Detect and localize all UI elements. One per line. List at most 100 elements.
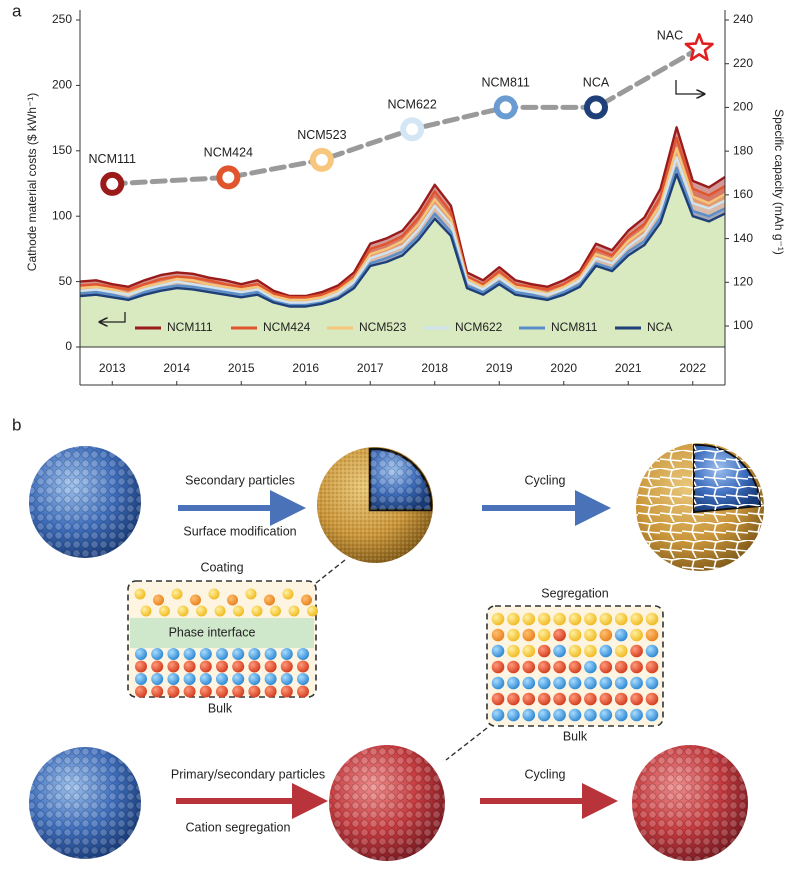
atom — [245, 588, 257, 600]
atom — [507, 676, 520, 690]
atom — [199, 660, 212, 673]
x-tick-label: 2021 — [615, 361, 642, 375]
step-label: Cycling — [525, 767, 566, 781]
atom — [214, 605, 226, 617]
atom — [183, 648, 196, 660]
atom — [507, 708, 520, 722]
atom — [264, 660, 277, 673]
y-tick-label: 0 — [65, 339, 72, 353]
atom — [568, 660, 582, 674]
x-tick-label: 2019 — [486, 361, 513, 375]
atom — [297, 685, 309, 698]
x-tick-label: 2018 — [421, 361, 448, 375]
atom — [645, 660, 659, 674]
y2-tick-label: 140 — [733, 231, 753, 245]
atom — [599, 612, 613, 626]
atom — [196, 605, 207, 617]
atom — [227, 594, 238, 606]
line — [79, 166, 726, 307]
box-label: Segregation — [541, 586, 608, 600]
sphere-texture — [329, 745, 445, 861]
atom — [232, 660, 245, 673]
marker-label: NCM811 — [481, 76, 529, 90]
atom — [537, 692, 551, 706]
atom — [522, 676, 536, 690]
atom — [135, 673, 147, 685]
y-tick-label: 250 — [52, 12, 72, 26]
atom — [568, 644, 582, 658]
y2-tick-label: 200 — [733, 100, 753, 114]
y2-tick-label: 120 — [733, 274, 753, 288]
atom — [522, 644, 536, 658]
atom — [584, 660, 597, 674]
atom — [282, 588, 294, 600]
atom — [537, 708, 551, 722]
atom — [183, 685, 196, 698]
atom — [167, 685, 180, 698]
atom — [537, 612, 551, 626]
atom — [270, 605, 281, 617]
x-tick-label: 2015 — [228, 361, 255, 375]
box-label: Bulk — [563, 729, 588, 743]
y2-tick-label: 160 — [733, 187, 753, 201]
capacity-marker — [400, 117, 425, 142]
legend-label: NCM523 — [359, 320, 407, 334]
y2-tick-label: 220 — [733, 56, 753, 70]
atom — [630, 644, 643, 658]
atom — [307, 605, 318, 617]
atom — [614, 708, 628, 722]
atom — [568, 628, 582, 642]
atom — [599, 676, 613, 690]
x-tick-label: 2020 — [550, 361, 577, 375]
atom — [553, 676, 566, 690]
atom — [167, 660, 180, 673]
y-axis-title: Cathode material costs ($ kWh⁻¹) — [25, 93, 39, 271]
atom — [568, 692, 582, 706]
atom — [297, 660, 309, 673]
atom — [140, 605, 152, 617]
legend-label: NCA — [647, 320, 672, 334]
cutaway-cracks — [694, 444, 760, 512]
y2-tick-label: 180 — [733, 143, 753, 157]
capacity-marker — [493, 95, 518, 120]
atom — [248, 648, 261, 660]
atom — [599, 628, 613, 642]
atom — [301, 594, 312, 606]
marker-label: NCM424 — [204, 146, 253, 160]
atom — [553, 644, 566, 658]
atom — [151, 685, 164, 698]
atom — [199, 673, 212, 685]
step-label: Secondary particles — [185, 473, 295, 487]
cutaway-texture — [370, 448, 432, 510]
axis-arrow — [675, 80, 704, 94]
legend-label: NCM811 — [551, 320, 598, 334]
atom — [491, 644, 505, 658]
atom — [584, 644, 597, 658]
atom — [614, 676, 628, 690]
x-tick-label: 2013 — [99, 361, 126, 375]
sphere-texture — [29, 747, 141, 859]
atom — [135, 660, 147, 673]
atom — [280, 660, 293, 673]
step-label: Cycling — [525, 473, 566, 487]
line — [79, 136, 726, 299]
capacity-marker — [309, 147, 334, 172]
line — [79, 126, 726, 298]
atom — [645, 676, 659, 690]
atom — [537, 660, 551, 674]
atom — [614, 628, 628, 642]
interface-band — [130, 618, 314, 648]
atom — [584, 628, 597, 642]
capacity-marker — [216, 165, 241, 190]
line — [79, 156, 726, 304]
marker-label: NCM111 — [89, 152, 137, 166]
atom — [491, 660, 505, 674]
atom — [553, 628, 566, 642]
atom — [216, 685, 228, 698]
atom — [153, 594, 164, 606]
marker-label: NCM523 — [297, 128, 346, 142]
atom — [264, 673, 277, 685]
x-tick-label: 2014 — [163, 361, 190, 375]
atom — [568, 612, 582, 626]
x-tick-label: 2017 — [357, 361, 384, 375]
